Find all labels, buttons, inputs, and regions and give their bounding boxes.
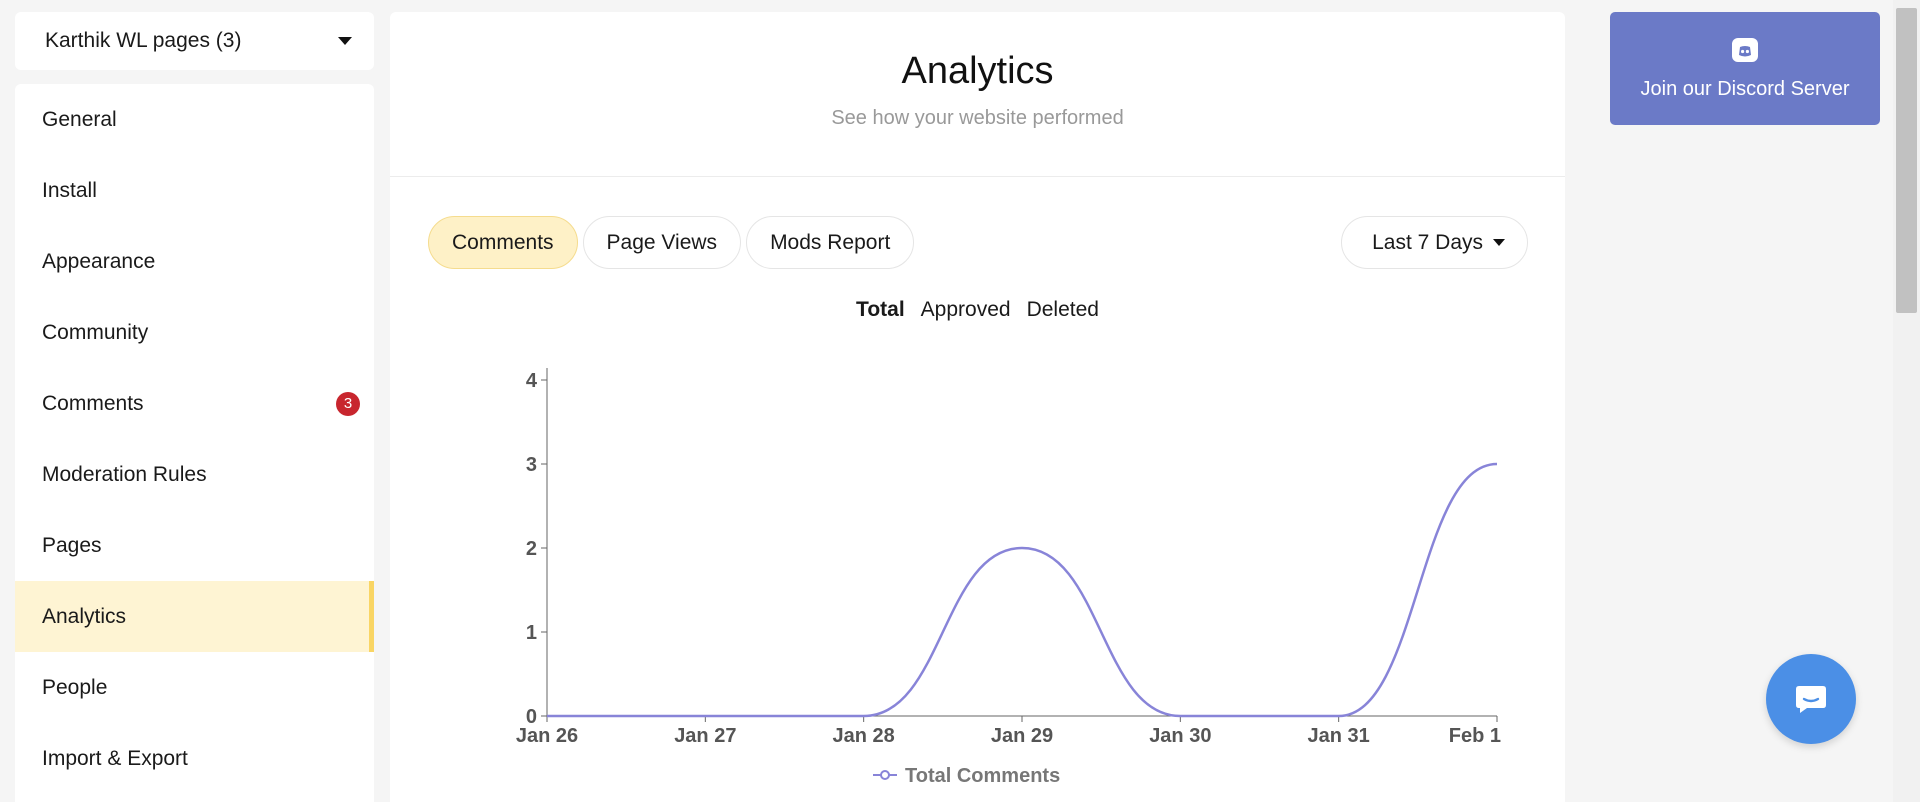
sidebar-item-label: Analytics (42, 604, 127, 628)
site-select[interactable]: Karthik WL pages (3) (15, 12, 374, 70)
x-tick-label: Jan 31 (1308, 725, 1370, 747)
sidebar-item-label: Import & Export (42, 746, 188, 770)
comments-line-chart: 0 1 2 3 4 Jan 26 Jan 27 Jan 28 Jan 29 Jan 30 Jan 3… (516, 368, 1501, 787)
sidebar-item-install[interactable]: Install (15, 155, 374, 226)
discord-icon (1732, 38, 1758, 62)
tab-page-views[interactable]: Page Views (582, 216, 742, 269)
x-tick-label: Feb 1 (1449, 725, 1501, 747)
x-tick-label: Jan 28 (833, 725, 895, 747)
x-tick-label: Jan 26 (516, 725, 578, 747)
sidebar-item-label: Appearance (42, 249, 156, 273)
chat-icon (1796, 686, 1826, 713)
series-line-total-comments (546, 462, 1498, 718)
sidebar-item-general[interactable]: General (15, 84, 374, 155)
page-subtitle: See how your website performed (831, 107, 1124, 129)
sidebar-item-label: Pages (42, 533, 102, 557)
page-header: Analytics See how your website performed (390, 12, 1565, 177)
sidebar-item-analytics[interactable]: Analytics (15, 581, 374, 652)
sidebar: General Install Appearance Community Com… (15, 84, 374, 802)
x-tick-label: Jan 30 (1149, 725, 1211, 747)
x-tick-label: Jan 27 (674, 725, 736, 747)
page-title: Analytics (901, 50, 1054, 92)
sidebar-item-label: Moderation Rules (42, 462, 207, 486)
date-range-label: Last 7 Days (1372, 230, 1483, 254)
y-tick-label: 0 (526, 706, 537, 728)
x-tick-label: Jan 29 (991, 725, 1053, 747)
y-tick-label: 4 (526, 370, 538, 392)
tab-mods-report[interactable]: Mods Report (746, 216, 915, 269)
sidebar-item-label: Install (42, 178, 97, 202)
caret-down-icon (1493, 239, 1505, 246)
series-approved-toggle[interactable]: Approved (920, 298, 1011, 321)
scrollbar-thumb[interactable] (1896, 8, 1917, 313)
y-tick-label: 2 (526, 538, 537, 560)
discord-button-label: Join our Discord Server (1640, 78, 1850, 100)
date-range-select[interactable]: Last 7 Days (1341, 216, 1528, 269)
chat-button[interactable] (1766, 654, 1856, 744)
sidebar-item-label: Community (42, 320, 149, 344)
legend-swatch-marker (880, 770, 890, 780)
sidebar-item-people[interactable]: People (15, 652, 374, 723)
site-select-label: Karthik WL pages (3) (45, 29, 242, 52)
comments-count-badge: 3 (336, 391, 360, 416)
sidebar-item-appearance[interactable]: Appearance (15, 226, 374, 297)
caret-down-icon (338, 37, 352, 45)
page-scrollbar[interactable] (1893, 0, 1920, 802)
sidebar-item-label: People (42, 675, 108, 699)
series-toggle: Total Approved Deleted (390, 298, 1565, 322)
tab-comments[interactable]: Comments (428, 216, 578, 269)
sidebar-item-label: Comments (42, 391, 144, 415)
sidebar-item-pages[interactable]: Pages (15, 510, 374, 581)
sidebar-item-comments[interactable]: Comments 3 (15, 368, 374, 439)
y-tick-label: 3 (526, 454, 537, 476)
sidebar-item-label: General (42, 107, 117, 131)
series-deleted-toggle[interactable]: Deleted (1026, 298, 1099, 321)
discord-button[interactable]: Join our Discord Server (1610, 12, 1880, 125)
analytics-tabs: Comments Page Views Mods Report (428, 216, 915, 269)
sidebar-item-community[interactable]: Community (15, 297, 374, 368)
y-tick-label: 1 (526, 622, 537, 644)
legend-label: Total Comments (905, 765, 1060, 787)
series-total-toggle[interactable]: Total (856, 298, 905, 321)
sidebar-item-import-export[interactable]: Import & Export (15, 723, 374, 794)
sidebar-item-moderation-rules[interactable]: Moderation Rules (15, 439, 374, 510)
analytics-panel: Analytics See how your website performed… (390, 12, 1565, 802)
